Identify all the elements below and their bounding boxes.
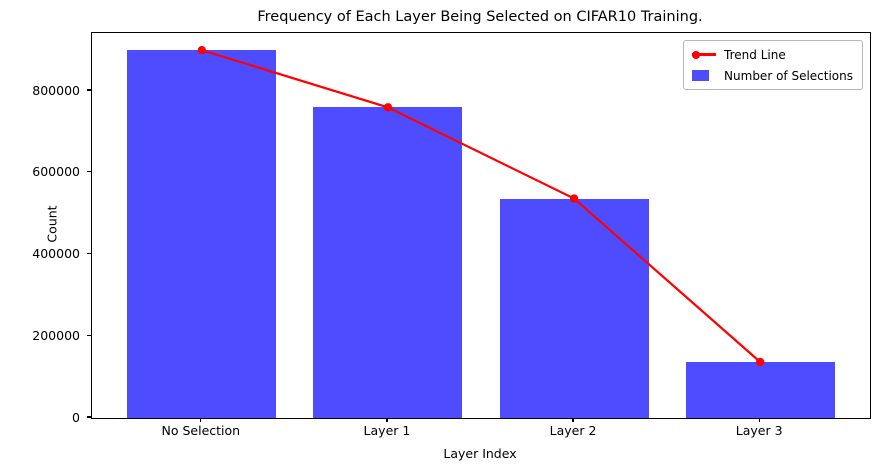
trend-line-legend-swatch: [692, 47, 717, 62]
y-tick-label-200000: 200000: [32, 327, 80, 343]
x-tick-label-layer-3: Layer 3: [735, 423, 783, 438]
chart-title: Frequency of Each Layer Being Selected o…: [257, 9, 703, 25]
y-tick-mark: [87, 334, 91, 336]
y-tick-label-800000: 800000: [32, 82, 80, 98]
y-tick-mark: [87, 252, 91, 255]
x-tick-label-no-selection: No Selection: [161, 423, 241, 438]
trend-marker-0: [197, 45, 207, 55]
y-tick-label-0: 0: [72, 409, 80, 425]
legend-item-trend-line: Trend Line: [692, 47, 853, 62]
trend-line-chart: [197, 45, 765, 367]
x-tick-mark: [386, 418, 388, 422]
bar-legend-swatch: [692, 68, 716, 83]
x-tick-mark: [758, 418, 760, 422]
trend-marker-1: [383, 103, 393, 112]
bar-layer-3: [685, 362, 835, 418]
x-tick-mark: [200, 418, 202, 422]
bar-layer-2: [499, 198, 649, 418]
y-tick-label-600000: 600000: [32, 164, 80, 180]
y-axis-title: Count: [44, 205, 60, 243]
trend-line-path: [201, 49, 761, 363]
bar-layer-1: [313, 107, 463, 418]
bar-sample-icon: [692, 70, 710, 81]
y-tick-mark: [87, 416, 91, 418]
legend-item-number-of-selections: Number of Selections: [692, 68, 853, 83]
bars-layer: [92, 33, 870, 418]
trend-marker-3: [755, 357, 765, 367]
plot-area: Trend Line Number of Selections: [91, 32, 871, 419]
x-tick-mark: [572, 418, 574, 422]
legend-label-number-of-selections: Number of Selections: [724, 68, 853, 83]
x-tick-label-layer-2: Layer 2: [549, 423, 597, 438]
y-tick-mark: [87, 89, 91, 91]
x-axis-title: Layer Index: [443, 446, 517, 461]
trend-line-sample-icon: [692, 53, 717, 56]
y-tick-mark: [87, 171, 91, 173]
legend: Trend Line Number of Selections: [683, 40, 863, 90]
legend-label-trend-line: Trend Line: [724, 47, 786, 62]
trend-marker-2: [569, 194, 579, 203]
trend-marker-sample-icon: [692, 50, 701, 59]
y-tick-label-400000: 400000: [32, 246, 80, 262]
x-tick-label-layer-1: Layer 1: [363, 423, 411, 438]
bar-no-selection: [127, 50, 277, 418]
